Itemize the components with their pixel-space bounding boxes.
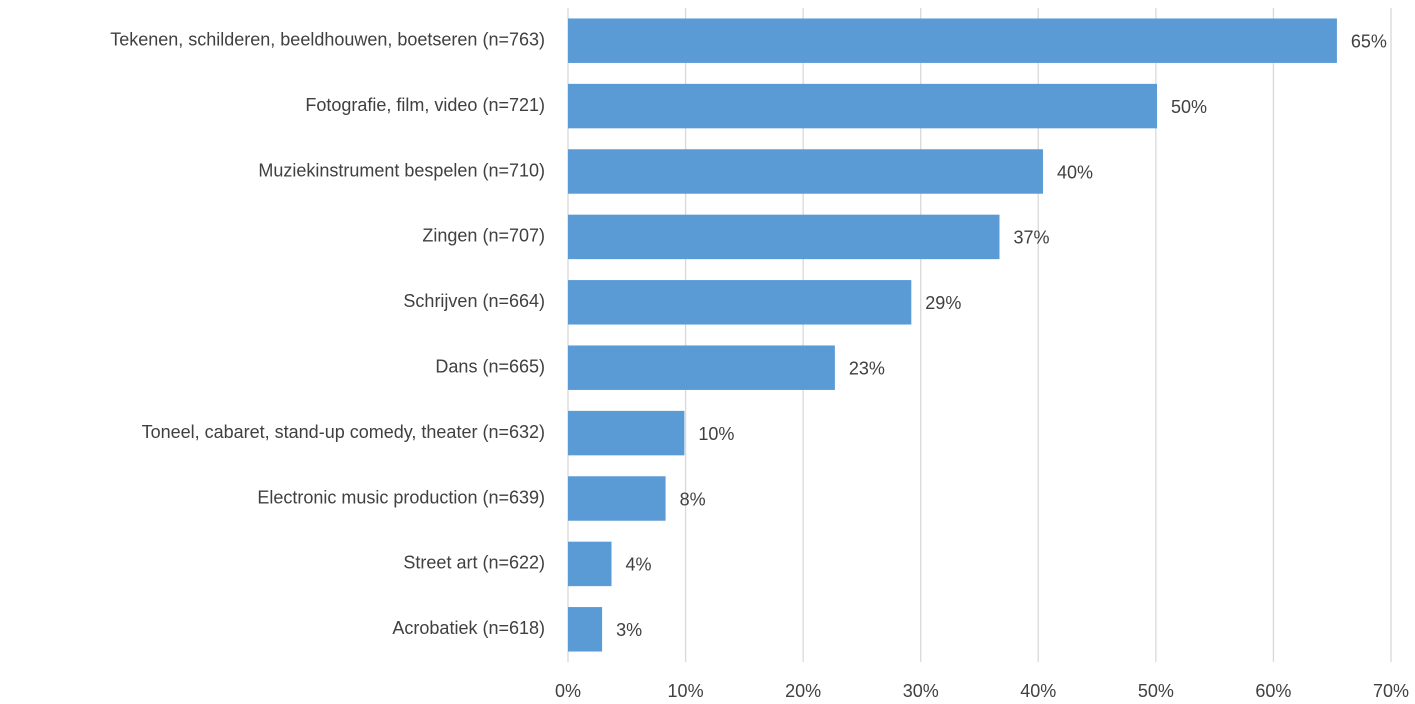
value-label: 23% [849, 358, 885, 378]
bar [568, 541, 612, 587]
value-label: 40% [1057, 162, 1093, 182]
bar [568, 345, 835, 390]
y-tick-label: Zingen (n=707) [422, 226, 545, 246]
x-tick-label: 70% [1373, 681, 1409, 701]
y-tick-label: Tekenen, schilderen, beeldhouwen, boetse… [110, 29, 545, 49]
x-tick-label: 20% [785, 681, 821, 701]
value-label: 65% [1351, 31, 1387, 51]
y-tick-label: Toneel, cabaret, stand-up comedy, theate… [142, 422, 545, 442]
y-tick-label: Electronic music production (n=639) [257, 487, 545, 507]
x-tick-label: 40% [1020, 681, 1056, 701]
value-label: 8% [680, 489, 706, 509]
bar [568, 410, 685, 456]
bar [568, 280, 912, 325]
x-tick-label: 30% [903, 681, 939, 701]
y-tick-label: Dans (n=665) [435, 356, 545, 376]
y-tick-label: Street art (n=622) [403, 553, 545, 573]
y-tick-label: Schrijven (n=664) [403, 291, 545, 311]
bar [568, 149, 1043, 194]
bar [568, 476, 666, 521]
x-tick-label: 10% [668, 681, 704, 701]
y-tick-label: Muziekinstrument bespelen (n=710) [258, 160, 545, 180]
value-label: 4% [626, 555, 652, 575]
bar [568, 214, 1000, 260]
value-label: 37% [1013, 228, 1049, 248]
bar [568, 83, 1158, 129]
x-tick-label: 60% [1255, 681, 1291, 701]
value-label: 29% [925, 293, 961, 313]
value-label: 3% [616, 620, 642, 640]
bar [568, 607, 603, 652]
bar [568, 18, 1337, 63]
x-tick-label: 50% [1138, 681, 1174, 701]
x-tick-label: 0% [555, 681, 581, 701]
value-label: 50% [1171, 97, 1207, 117]
value-label: 10% [698, 424, 734, 444]
y-tick-label: Fotografie, film, video (n=721) [305, 95, 545, 115]
y-tick-label: Acrobatiek (n=618) [392, 618, 545, 638]
